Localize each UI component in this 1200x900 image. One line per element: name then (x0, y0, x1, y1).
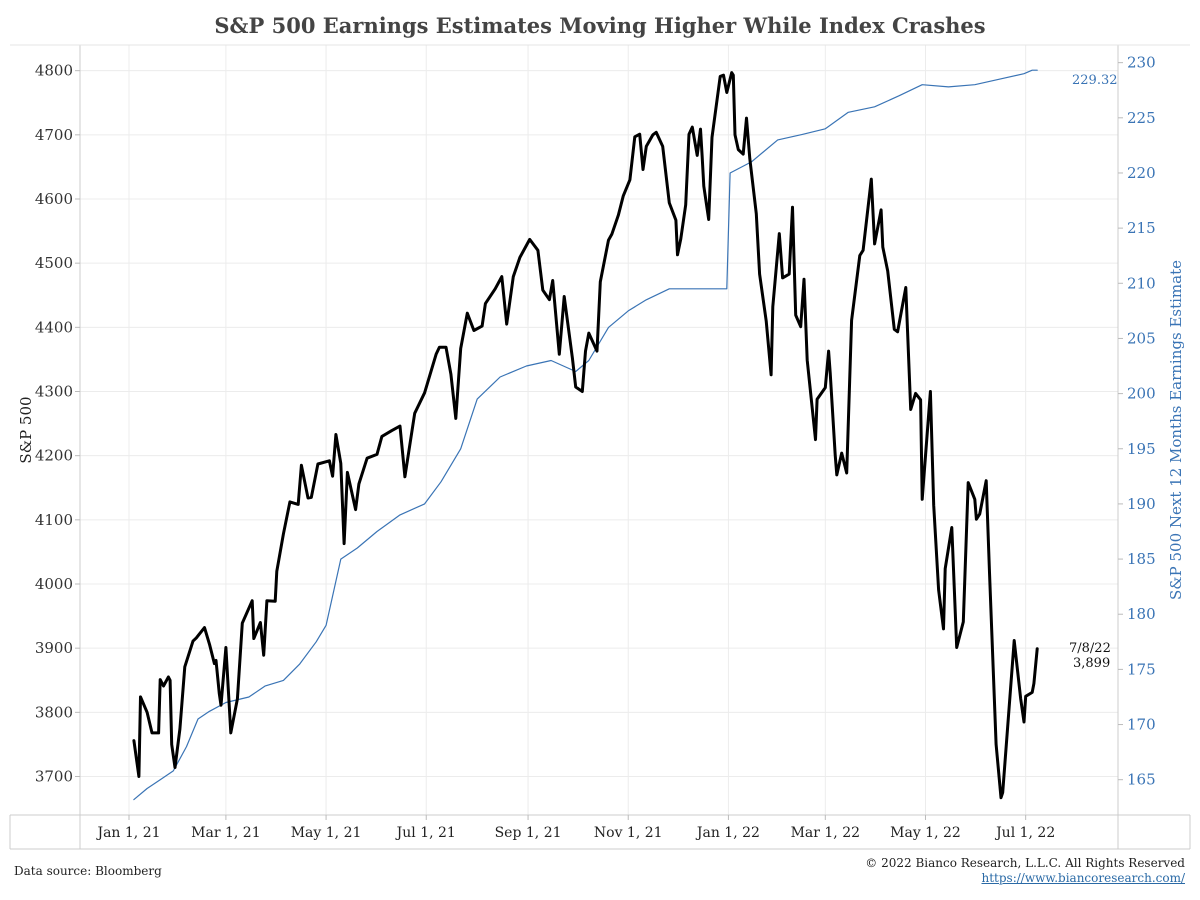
left-tick-label: 4200 (35, 447, 73, 465)
right-tick-label: 205 (1127, 329, 1156, 347)
last-value-annotation: 3,899 (1073, 656, 1110, 671)
left-tick-label: 3800 (35, 703, 73, 721)
right-tick-label: 180 (1127, 605, 1156, 623)
website-link[interactable]: https://www.biancoresearch.com/ (981, 871, 1185, 885)
left-tick-label: 4700 (35, 126, 73, 144)
left-tick-label: 4800 (35, 62, 73, 80)
x-tick-label: May 1, 21 (291, 825, 362, 841)
left-axis-label: S&P 500 (17, 396, 35, 463)
copyright-text: © 2022 Bianco Research, L.L.C. All Right… (865, 856, 1185, 870)
x-tick-label: Sep 1, 21 (495, 825, 562, 841)
right-tick-label: 190 (1127, 495, 1156, 513)
x-tick-label: Jul 1, 21 (395, 825, 456, 841)
left-tick-label: 3700 (35, 768, 73, 786)
x-tick-label: Jul 1, 22 (994, 825, 1055, 841)
data-source-note: Data source: Bloomberg (14, 864, 162, 878)
right-tick-label: 170 (1127, 716, 1156, 734)
earnings-estimate-line (133, 69, 1038, 801)
copyright-block: © 2022 Bianco Research, L.L.C. All Right… (865, 856, 1185, 886)
right-axis-label: S&P 500 Next 12 Months Earnings Estimate (1167, 260, 1185, 600)
right-tick-label: 200 (1127, 385, 1156, 403)
annotation-layer: 7/8/22 3,899 229.32 (1069, 73, 1118, 671)
right-tick-label: 230 (1127, 54, 1156, 72)
right-tick-label: 165 (1127, 771, 1156, 789)
x-tick-label: Mar 1, 21 (191, 825, 260, 841)
left-tick-label: 3900 (35, 639, 73, 657)
right-axis: 165 170 175 180 185 190 195 200 205 210 215 220 225 2… (1118, 54, 1156, 789)
right-tick-label: 225 (1127, 109, 1156, 127)
right-tick-label: 215 (1127, 219, 1156, 237)
x-tick-label: Mar 1, 22 (791, 825, 860, 841)
last-date-annotation: 7/8/22 (1069, 641, 1111, 656)
right-tick-label: 210 (1127, 274, 1156, 292)
left-tick-label: 4400 (35, 318, 73, 336)
left-tick-label: 4300 (35, 383, 73, 401)
right-tick-label: 175 (1127, 660, 1156, 678)
right-tick-label: 195 (1127, 440, 1156, 458)
left-tick-label: 4100 (35, 511, 73, 529)
x-tick-label: May 1, 22 (890, 825, 961, 841)
last-estimate-annotation: 229.32 (1072, 73, 1118, 88)
right-tick-label: 220 (1127, 164, 1156, 182)
left-tick-label: 4500 (35, 254, 73, 272)
x-tick-label: Nov 1, 21 (594, 825, 663, 841)
left-tick-label: 4600 (35, 190, 73, 208)
plot-frame (9, 44, 1191, 850)
series-layer (132, 69, 1039, 801)
left-tick-label: 4000 (35, 575, 73, 593)
right-tick-label: 185 (1127, 550, 1156, 568)
x-tick-label: Jan 1, 22 (695, 825, 760, 841)
grid-lines (80, 45, 1118, 815)
sp500-price-line (132, 71, 1039, 800)
x-tick-label: Jan 1, 21 (95, 825, 160, 841)
chart-title: S&P 500 Earnings Estimates Moving Higher… (214, 13, 985, 38)
x-axis: Jan 1, 21 Mar 1, 21 May 1, 21 Jul 1, 21 Sep … (95, 815, 1055, 841)
left-axis: 3700 3800 3900 4000 4100 4200 4300 4400 4500 4600… (35, 62, 80, 786)
